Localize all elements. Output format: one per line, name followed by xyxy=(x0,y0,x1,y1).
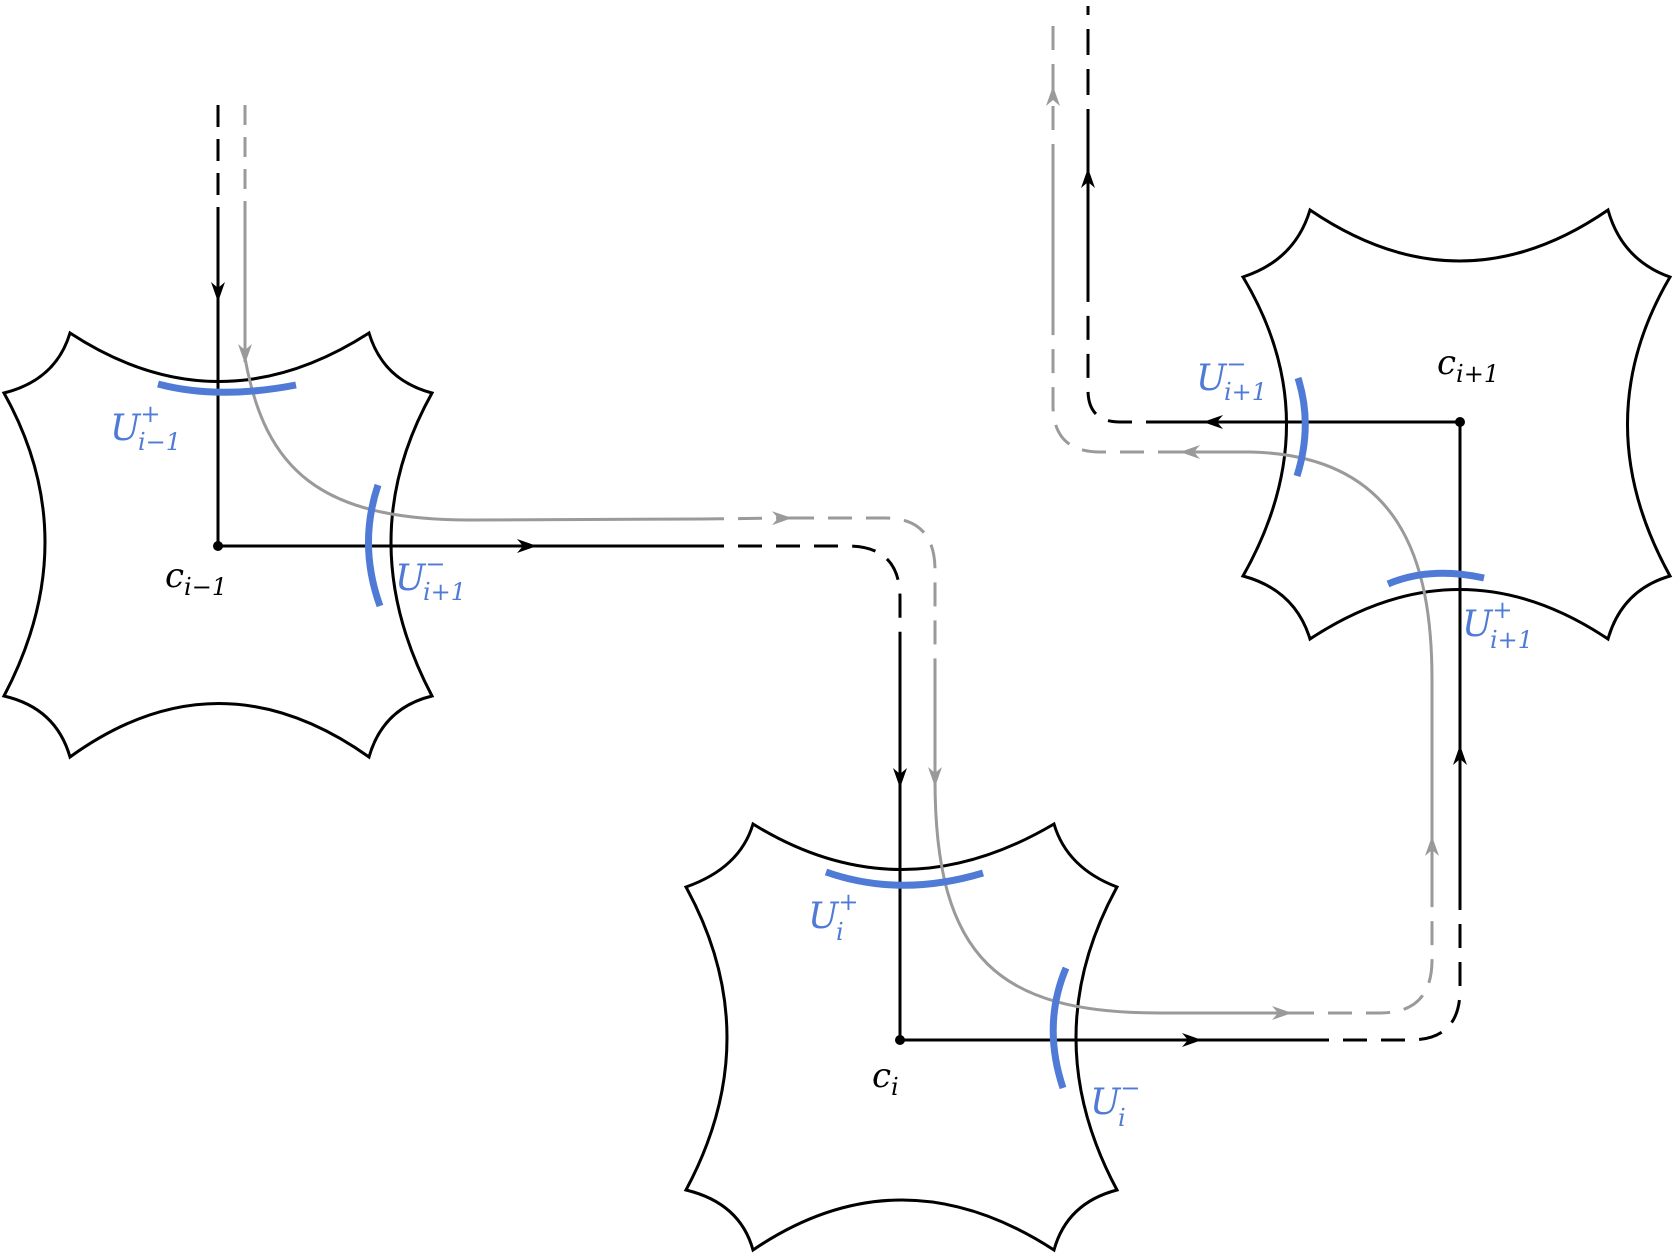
gray-path-curve-top-dashed xyxy=(1051,320,1182,454)
cell-outline-prev xyxy=(1,330,435,760)
arc-u-next-plus xyxy=(1386,569,1485,588)
gray-path-cur-curve xyxy=(933,779,1292,1020)
region-label-u-cur-minus-sub: i xyxy=(1118,1104,1126,1132)
cell-outline-next xyxy=(1240,207,1673,642)
center-dot-cur xyxy=(895,1035,905,1045)
region-label-u-prev-plus: U+ xyxy=(110,400,160,449)
region-label-u-prev-plus-sub: i−1 xyxy=(138,428,181,456)
arc-u-next-minus xyxy=(1293,376,1309,478)
node-label-c-next: ci+1 xyxy=(1437,343,1499,388)
center-dot-prev xyxy=(213,541,223,551)
gray-path-curve-down-dashed xyxy=(790,516,937,660)
region-label-u-cur-plus: U+ xyxy=(808,888,858,937)
region-label-u-cur-plus-sub: i xyxy=(836,918,844,946)
gray-path-prev-curve xyxy=(243,357,701,522)
black-path-curve-up-dashed xyxy=(1305,900,1462,1042)
arc-u-prev-minus xyxy=(365,483,384,608)
black-path-curve-down-dashed xyxy=(700,544,902,650)
cell-outline-cur xyxy=(683,821,1120,1253)
gray-path-curve-up-dashed xyxy=(1290,890,1434,1015)
arc-u-cur-minus xyxy=(1049,966,1070,1090)
node-label-c-cur: ci xyxy=(872,1056,899,1101)
node-label-c-prev: ci−1 xyxy=(165,556,227,601)
region-label-u-next-minus: U− xyxy=(1196,350,1246,399)
region-label-u-prev-minus: U− xyxy=(395,550,445,599)
arc-u-prev-plus xyxy=(157,380,297,396)
arc-u-cur-plus xyxy=(824,868,985,889)
gray-path-prev-horizontal-dashed-arrow xyxy=(699,511,792,526)
center-dot-next xyxy=(1455,417,1465,427)
region-label-u-next-plus-sub: i+1 xyxy=(1490,626,1533,654)
region-label-u-next-minus-sub: i+1 xyxy=(1224,378,1267,406)
region-label-u-prev-minus-sub: i+1 xyxy=(423,578,466,606)
gray-path-next-curve xyxy=(1180,445,1434,842)
region-label-u-next-plus: U+ xyxy=(1462,596,1512,645)
black-path-curve-top-dashed xyxy=(1086,300,1170,424)
region-label-u-cur-minus: U− xyxy=(1090,1074,1140,1123)
